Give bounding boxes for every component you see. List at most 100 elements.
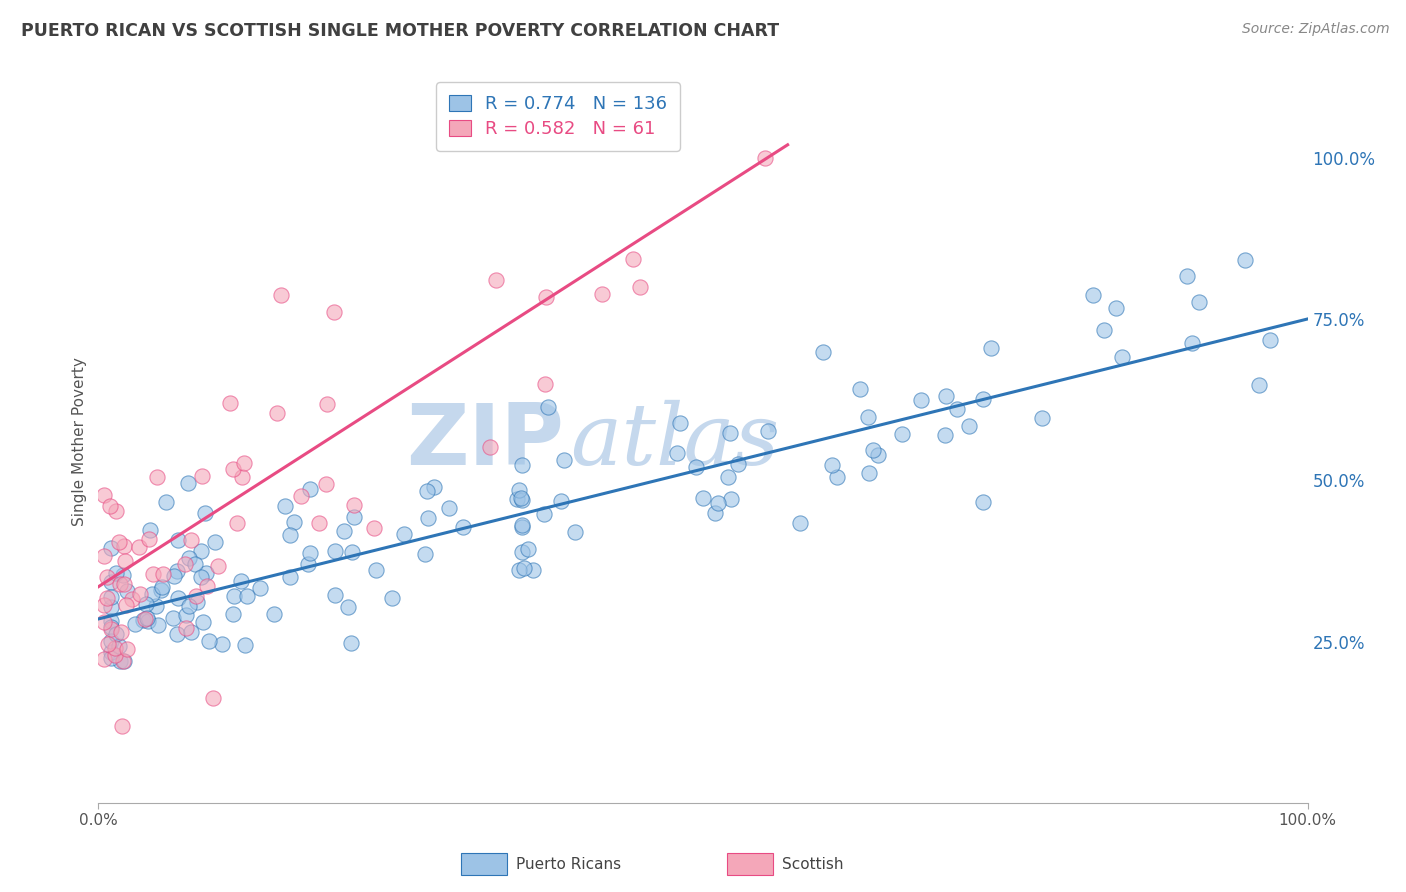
Point	[553, 452, 575, 467]
Point	[111, 568, 134, 582]
Point	[194, 566, 217, 581]
Point	[323, 544, 346, 558]
Point	[139, 523, 162, 537]
Point	[754, 151, 776, 165]
Point	[821, 458, 844, 473]
Point	[422, 480, 444, 494]
Point	[190, 468, 212, 483]
Point	[263, 607, 285, 621]
Point	[111, 719, 134, 733]
Point	[174, 621, 197, 635]
Point	[177, 599, 200, 613]
Point	[100, 633, 122, 648]
Point	[1081, 287, 1104, 301]
Point	[108, 654, 131, 668]
Point	[128, 540, 150, 554]
Point	[195, 578, 218, 592]
Point	[706, 496, 728, 510]
Point	[180, 533, 202, 548]
Point	[174, 608, 197, 623]
Point	[972, 392, 994, 406]
Point	[485, 273, 508, 287]
Point	[717, 469, 740, 483]
Point	[323, 588, 346, 602]
Point	[278, 527, 301, 541]
Point	[134, 597, 156, 611]
Point	[980, 341, 1002, 355]
Point	[135, 610, 157, 624]
Point	[108, 640, 131, 654]
Point	[343, 510, 366, 524]
Point	[283, 516, 305, 530]
Point	[155, 495, 177, 509]
Point	[204, 535, 226, 549]
Point	[510, 545, 533, 559]
Point	[136, 614, 159, 628]
Point	[162, 611, 184, 625]
Point	[510, 493, 533, 508]
Point	[591, 286, 613, 301]
Point	[100, 600, 122, 615]
Point	[222, 462, 245, 476]
Point	[363, 521, 385, 535]
Point	[890, 426, 912, 441]
Point	[789, 516, 811, 531]
Point	[93, 549, 115, 564]
Point	[114, 554, 136, 568]
Point	[534, 290, 557, 304]
Point	[96, 570, 118, 584]
Point	[117, 642, 139, 657]
Point	[340, 545, 363, 559]
Point	[315, 477, 337, 491]
Point	[190, 570, 212, 584]
Point	[231, 470, 253, 484]
Point	[180, 624, 202, 639]
Point	[416, 484, 439, 499]
Point	[1175, 268, 1198, 283]
Point	[266, 406, 288, 420]
Point	[186, 595, 208, 609]
Point	[1188, 295, 1211, 310]
Point	[1105, 301, 1128, 315]
Point	[128, 587, 150, 601]
Point	[858, 467, 880, 481]
Point	[184, 589, 207, 603]
Point	[145, 599, 167, 614]
Point	[522, 563, 544, 577]
Point	[720, 491, 742, 506]
Point	[211, 637, 233, 651]
Point	[308, 516, 330, 530]
Point	[1234, 253, 1257, 268]
Point	[232, 456, 254, 470]
Point	[322, 305, 344, 319]
Point	[179, 551, 201, 566]
Point	[856, 410, 879, 425]
Point	[108, 534, 131, 549]
Point	[621, 252, 644, 266]
Point	[190, 544, 212, 558]
Point	[297, 557, 319, 571]
Point	[685, 460, 707, 475]
Point	[112, 539, 135, 553]
Point	[1181, 336, 1204, 351]
Point	[1111, 350, 1133, 364]
Point	[972, 495, 994, 509]
Point	[340, 636, 363, 650]
Point	[138, 532, 160, 546]
Point	[704, 506, 727, 520]
Point	[1249, 377, 1271, 392]
Point	[825, 470, 848, 484]
Point	[756, 424, 779, 438]
Point	[934, 427, 956, 442]
Point	[100, 574, 122, 589]
Point	[249, 581, 271, 595]
Point	[333, 524, 356, 538]
Bar	[727, 854, 773, 875]
Point	[166, 627, 188, 641]
Point	[177, 476, 200, 491]
Point	[167, 591, 190, 605]
Point	[222, 607, 245, 621]
Point	[105, 566, 128, 580]
Point	[201, 691, 224, 706]
Text: ZIP: ZIP	[406, 400, 564, 483]
